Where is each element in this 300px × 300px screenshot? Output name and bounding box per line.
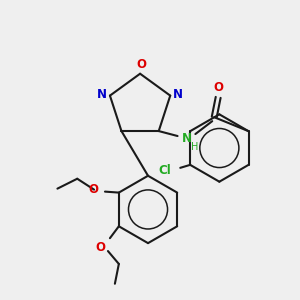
Text: O: O [213, 81, 223, 94]
Text: N: N [182, 133, 191, 146]
Text: O: O [136, 58, 146, 71]
Text: H: H [191, 142, 199, 152]
Text: Cl: Cl [159, 164, 171, 177]
Text: O: O [88, 183, 98, 196]
Text: O: O [95, 241, 105, 254]
Text: N: N [97, 88, 107, 101]
Text: N: N [173, 88, 183, 101]
